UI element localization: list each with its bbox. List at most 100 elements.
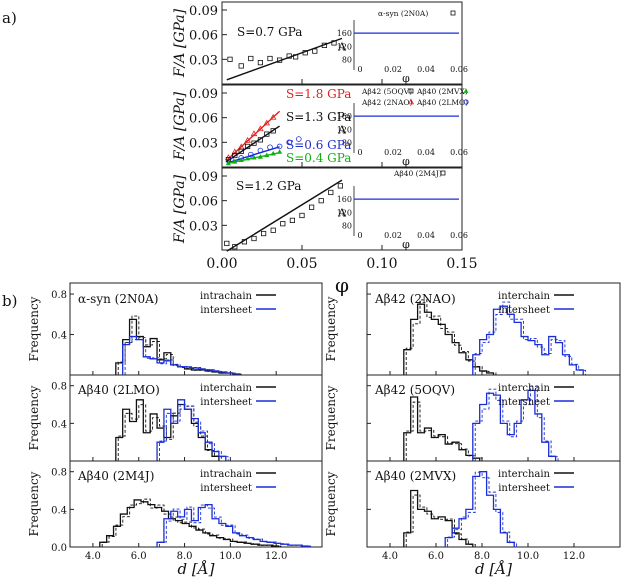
hist-title: Aβ40 (2M4J) — [77, 469, 154, 483]
hist-frame — [366, 460, 621, 548]
panel-a-frame — [221, 1, 463, 85]
data-point — [277, 149, 283, 154]
legend-label: Aβ40 (2M4J) — [393, 169, 442, 178]
inset-x-tick-label: 0.04 — [417, 65, 435, 74]
x-tick-label: 8.0 — [177, 551, 193, 562]
hist-series — [156, 399, 227, 461]
legend-label: intersheet — [498, 305, 550, 316]
hist-series — [403, 396, 481, 461]
x-tick-label: 8.0 — [474, 551, 490, 562]
y-tick-label: 0.4 — [51, 419, 67, 430]
inset-y-tick-label: 120 — [337, 42, 352, 51]
inset-y-tick-label: 160 — [337, 29, 352, 38]
hist-frame — [69, 460, 323, 548]
inset-x-tick-label: 0.06 — [450, 65, 468, 74]
hist-title: α-syn (2N0A) — [78, 292, 158, 306]
panel-a-label: a) — [2, 9, 17, 27]
hist-series — [474, 301, 587, 375]
inset-y-tick-label: 80 — [342, 55, 352, 64]
x-tick-label: 0.05 — [286, 256, 317, 272]
y-tick-label: 0.06 — [189, 195, 218, 210]
data-point — [270, 128, 276, 134]
inset-x-tick-label: 0 — [357, 148, 362, 157]
x-axis-label: φ — [335, 273, 349, 297]
inset-x-label: φ — [402, 72, 410, 85]
hist-series — [405, 494, 476, 547]
legend-label: Aβ42 (5OQV) — [361, 87, 412, 96]
y-axis-label: Frequency — [324, 385, 338, 450]
inset-x-tick-label: 0.02 — [384, 148, 402, 157]
legend-label: intersheet — [498, 483, 550, 494]
x-tick-label: 0.15 — [446, 256, 477, 272]
data-point — [267, 55, 273, 62]
hist-title: Aβ42 (5OQV) — [374, 383, 455, 397]
inset-x-tick-label: 0.06 — [450, 148, 468, 157]
slope-label: S=0.6 GPa — [286, 138, 351, 152]
data-point — [250, 130, 258, 137]
y-tick-label: 0.09 — [189, 4, 218, 19]
legend-label: intersheet — [498, 397, 550, 408]
legend-marker — [463, 88, 469, 93]
data-point — [267, 144, 273, 151]
data-point — [289, 217, 296, 223]
inset-x-tick-label: 0 — [357, 65, 362, 74]
x-tick-label: 12.0 — [265, 551, 287, 562]
inset: 80 120 160 A 0 0.02 0.04 0.06 φ — [337, 20, 468, 85]
data-point — [328, 189, 334, 196]
data-point — [264, 152, 270, 158]
x-tick-label: 4.0 — [85, 551, 101, 562]
data-point — [321, 42, 328, 48]
data-point — [257, 154, 263, 159]
x-tick-label: 12.0 — [563, 551, 585, 562]
y-tick-label: 0.06 — [189, 112, 218, 127]
hist-series — [405, 401, 483, 461]
data-point — [299, 212, 305, 219]
inset-y-tick-label: 80 — [342, 138, 352, 147]
inset-y-tick-label: 120 — [337, 208, 352, 217]
inset-x-tick-label: 0 — [357, 231, 362, 240]
data-point — [260, 230, 267, 237]
inset-y-tick-label: 160 — [337, 195, 352, 204]
data-point — [337, 183, 344, 189]
data-point — [295, 136, 302, 142]
x-tick-label: 6.0 — [131, 551, 147, 562]
slope-label: S=0.7 GPa — [237, 25, 302, 39]
data-point — [286, 139, 293, 146]
hist-series — [472, 389, 557, 461]
data-point — [276, 143, 283, 150]
data-point — [251, 154, 257, 160]
panel-b-hist-5: 0.0 0.4 0.8 Frequency Aβ40 (2M4J) intrachain i… — [27, 460, 323, 578]
legend-label: Aβ42 (2NAO) — [361, 98, 413, 107]
data-point — [318, 198, 324, 204]
inset-y-tick-label: 160 — [337, 112, 352, 121]
x-tick-label: 10.0 — [517, 551, 539, 562]
slope-label: S=0.4 GPa — [286, 151, 351, 165]
x-tick-label: 4.0 — [382, 551, 398, 562]
data-point — [312, 48, 318, 54]
inset-y-label: A — [337, 206, 347, 219]
legend-label: α-syn (2N0A) — [378, 9, 428, 18]
data-point — [308, 204, 315, 210]
data-point — [248, 55, 254, 62]
panel-b-hist-4: Frequency Aβ42 (5OQV) interchain intersheet — [324, 374, 621, 462]
hist-series — [117, 315, 243, 375]
data-point — [251, 140, 257, 146]
x-axis-label: d [Å] — [475, 560, 512, 578]
hist-series — [115, 399, 220, 461]
panel-b-hist-3: 0.4 0.8 Frequency Aβ40 (2LMO) interchain inte… — [27, 374, 323, 462]
panel-a-frame — [221, 84, 463, 168]
inset-x-label: φ — [402, 238, 410, 251]
data-point — [245, 155, 251, 161]
hist-series — [159, 404, 229, 461]
data-point — [270, 150, 276, 156]
data-point — [232, 244, 238, 250]
data-point — [238, 148, 244, 154]
hist-series — [117, 404, 222, 461]
legend-marker — [463, 99, 469, 105]
legend-marker — [407, 98, 415, 105]
data-point — [227, 56, 233, 62]
legend-label: intrachain — [200, 291, 253, 302]
y-tick-label: 0.8 — [51, 382, 67, 393]
x-tick-label: 10.0 — [219, 551, 241, 562]
